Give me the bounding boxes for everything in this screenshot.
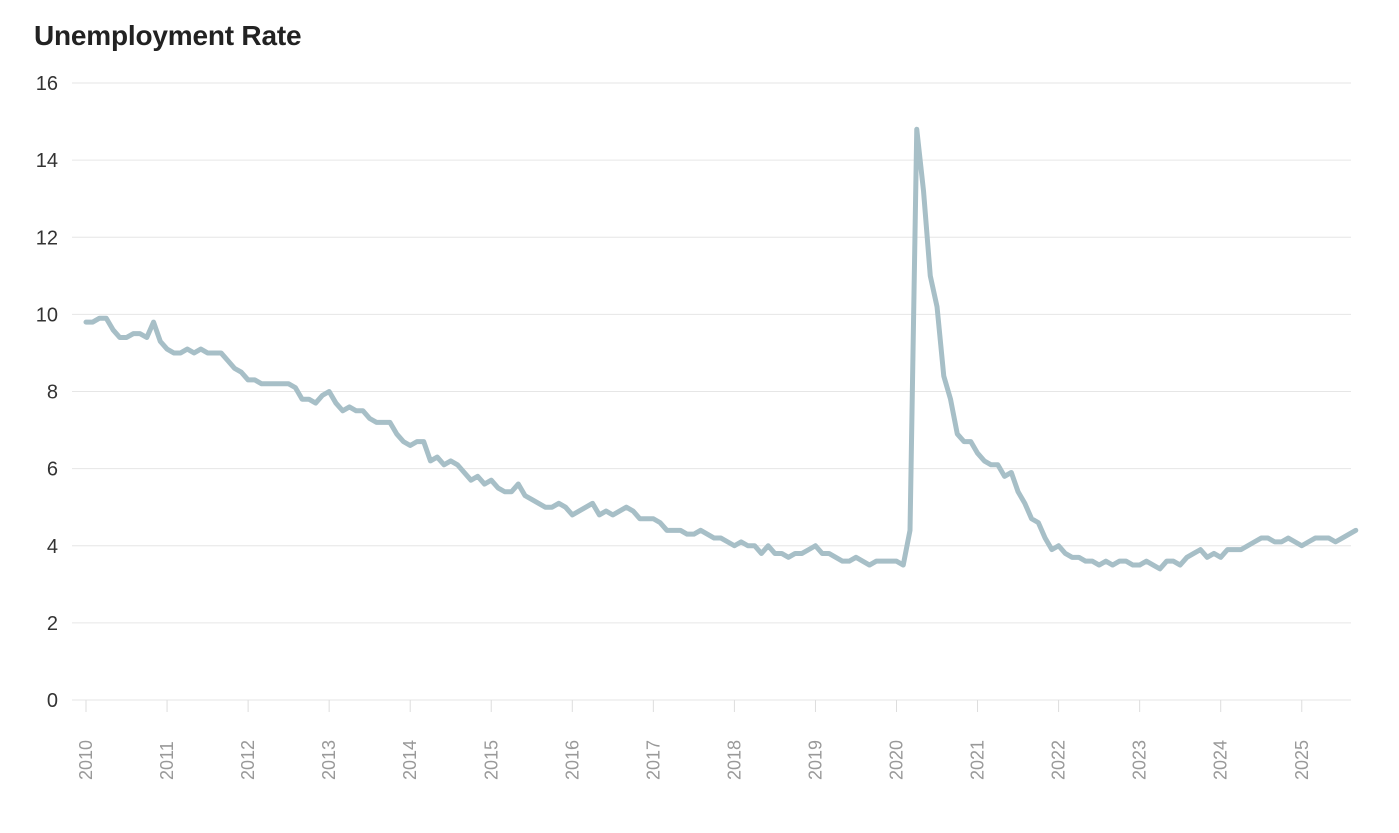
x-tick-label: 2012 <box>238 740 258 780</box>
gridlines <box>72 82 1351 701</box>
y-tick-label: 6 <box>47 459 58 481</box>
y-tick-label: 14 <box>36 150 58 172</box>
x-tick-label: 2023 <box>1130 740 1150 780</box>
x-tick-label: 2010 <box>76 740 96 780</box>
data-series <box>83 126 1359 572</box>
chart-title: Unemployment Rate <box>34 20 302 51</box>
x-tick-label: 2014 <box>400 740 420 780</box>
y-tick-label: 0 <box>47 690 58 712</box>
series-line <box>83 126 1359 572</box>
x-tick-label: 2020 <box>887 740 907 780</box>
x-tick-label: 2022 <box>1049 740 1069 780</box>
x-tick-label: 2021 <box>968 740 988 780</box>
y-tick-label: 10 <box>36 304 58 326</box>
y-axis: 0 2 4 6 8 10 12 14 16 <box>36 73 58 712</box>
x-tick-label: 2019 <box>805 740 825 780</box>
x-tick-label: 2017 <box>643 740 663 780</box>
x-tick-label: 2024 <box>1211 740 1231 780</box>
x-tick-label: 2011 <box>157 741 177 780</box>
x-tick-label: 2025 <box>1292 740 1312 780</box>
y-tick-label: 12 <box>36 227 58 249</box>
x-tick-label: 2016 <box>562 740 582 780</box>
y-tick-label: 8 <box>47 382 58 404</box>
x-tick-label: 2018 <box>724 740 744 780</box>
x-tick-label: 2015 <box>481 740 501 780</box>
y-tick-label: 2 <box>47 613 58 635</box>
x-axis: 2010 2011 2012 2013 2014 2015 2016 2017 2018 2019… <box>76 700 1312 780</box>
y-tick-label: 4 <box>47 536 58 558</box>
y-tick-label: 16 <box>36 73 58 95</box>
x-tick-label: 2013 <box>319 740 339 780</box>
